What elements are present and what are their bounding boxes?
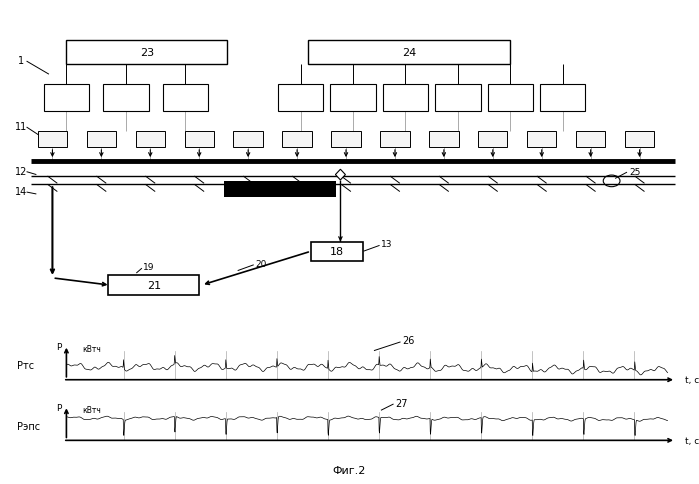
Bar (383, 85, 428, 111)
Bar (488, 85, 533, 111)
Bar (103, 85, 148, 111)
Bar (278, 85, 323, 111)
Bar (224, 182, 336, 197)
Bar (108, 276, 199, 295)
Text: кВтч: кВтч (82, 345, 101, 353)
Bar (527, 132, 556, 148)
Text: 26: 26 (402, 336, 415, 346)
Bar (87, 132, 116, 148)
Bar (331, 85, 376, 111)
Bar (311, 242, 363, 261)
Bar (380, 132, 410, 148)
Bar (185, 132, 214, 148)
Text: t, с: t, с (685, 436, 699, 445)
Bar (331, 132, 361, 148)
Text: P: P (56, 343, 62, 351)
Polygon shape (336, 170, 345, 181)
Bar (282, 132, 312, 148)
Bar (576, 132, 605, 148)
Text: 13: 13 (381, 240, 392, 249)
Bar (66, 41, 227, 65)
Bar (625, 132, 654, 148)
Text: Рэпс: Рэпс (17, 421, 41, 431)
Text: t, с: t, с (685, 376, 699, 384)
Text: 24: 24 (402, 48, 416, 58)
Text: 25: 25 (629, 167, 640, 176)
Bar (162, 85, 208, 111)
Bar (38, 132, 67, 148)
Text: 12: 12 (15, 166, 28, 176)
Bar (429, 132, 459, 148)
Text: 21: 21 (147, 281, 161, 290)
Text: P: P (56, 403, 62, 412)
Text: Фиг.2: Фиг.2 (333, 466, 366, 475)
Text: 27: 27 (395, 398, 408, 408)
Text: 20: 20 (255, 259, 266, 268)
Text: Ртс: Ртс (17, 361, 34, 370)
Bar (136, 132, 165, 148)
Text: 19: 19 (143, 263, 154, 272)
Bar (540, 85, 586, 111)
Text: 1: 1 (17, 56, 24, 65)
Text: кВтч: кВтч (82, 405, 101, 414)
Text: 11: 11 (15, 122, 28, 132)
Bar (435, 85, 481, 111)
Bar (308, 41, 510, 65)
Text: 14: 14 (15, 187, 28, 197)
Bar (43, 85, 89, 111)
Bar (478, 132, 507, 148)
Text: 23: 23 (140, 48, 154, 58)
Text: 18: 18 (330, 247, 345, 257)
Bar (233, 132, 263, 148)
